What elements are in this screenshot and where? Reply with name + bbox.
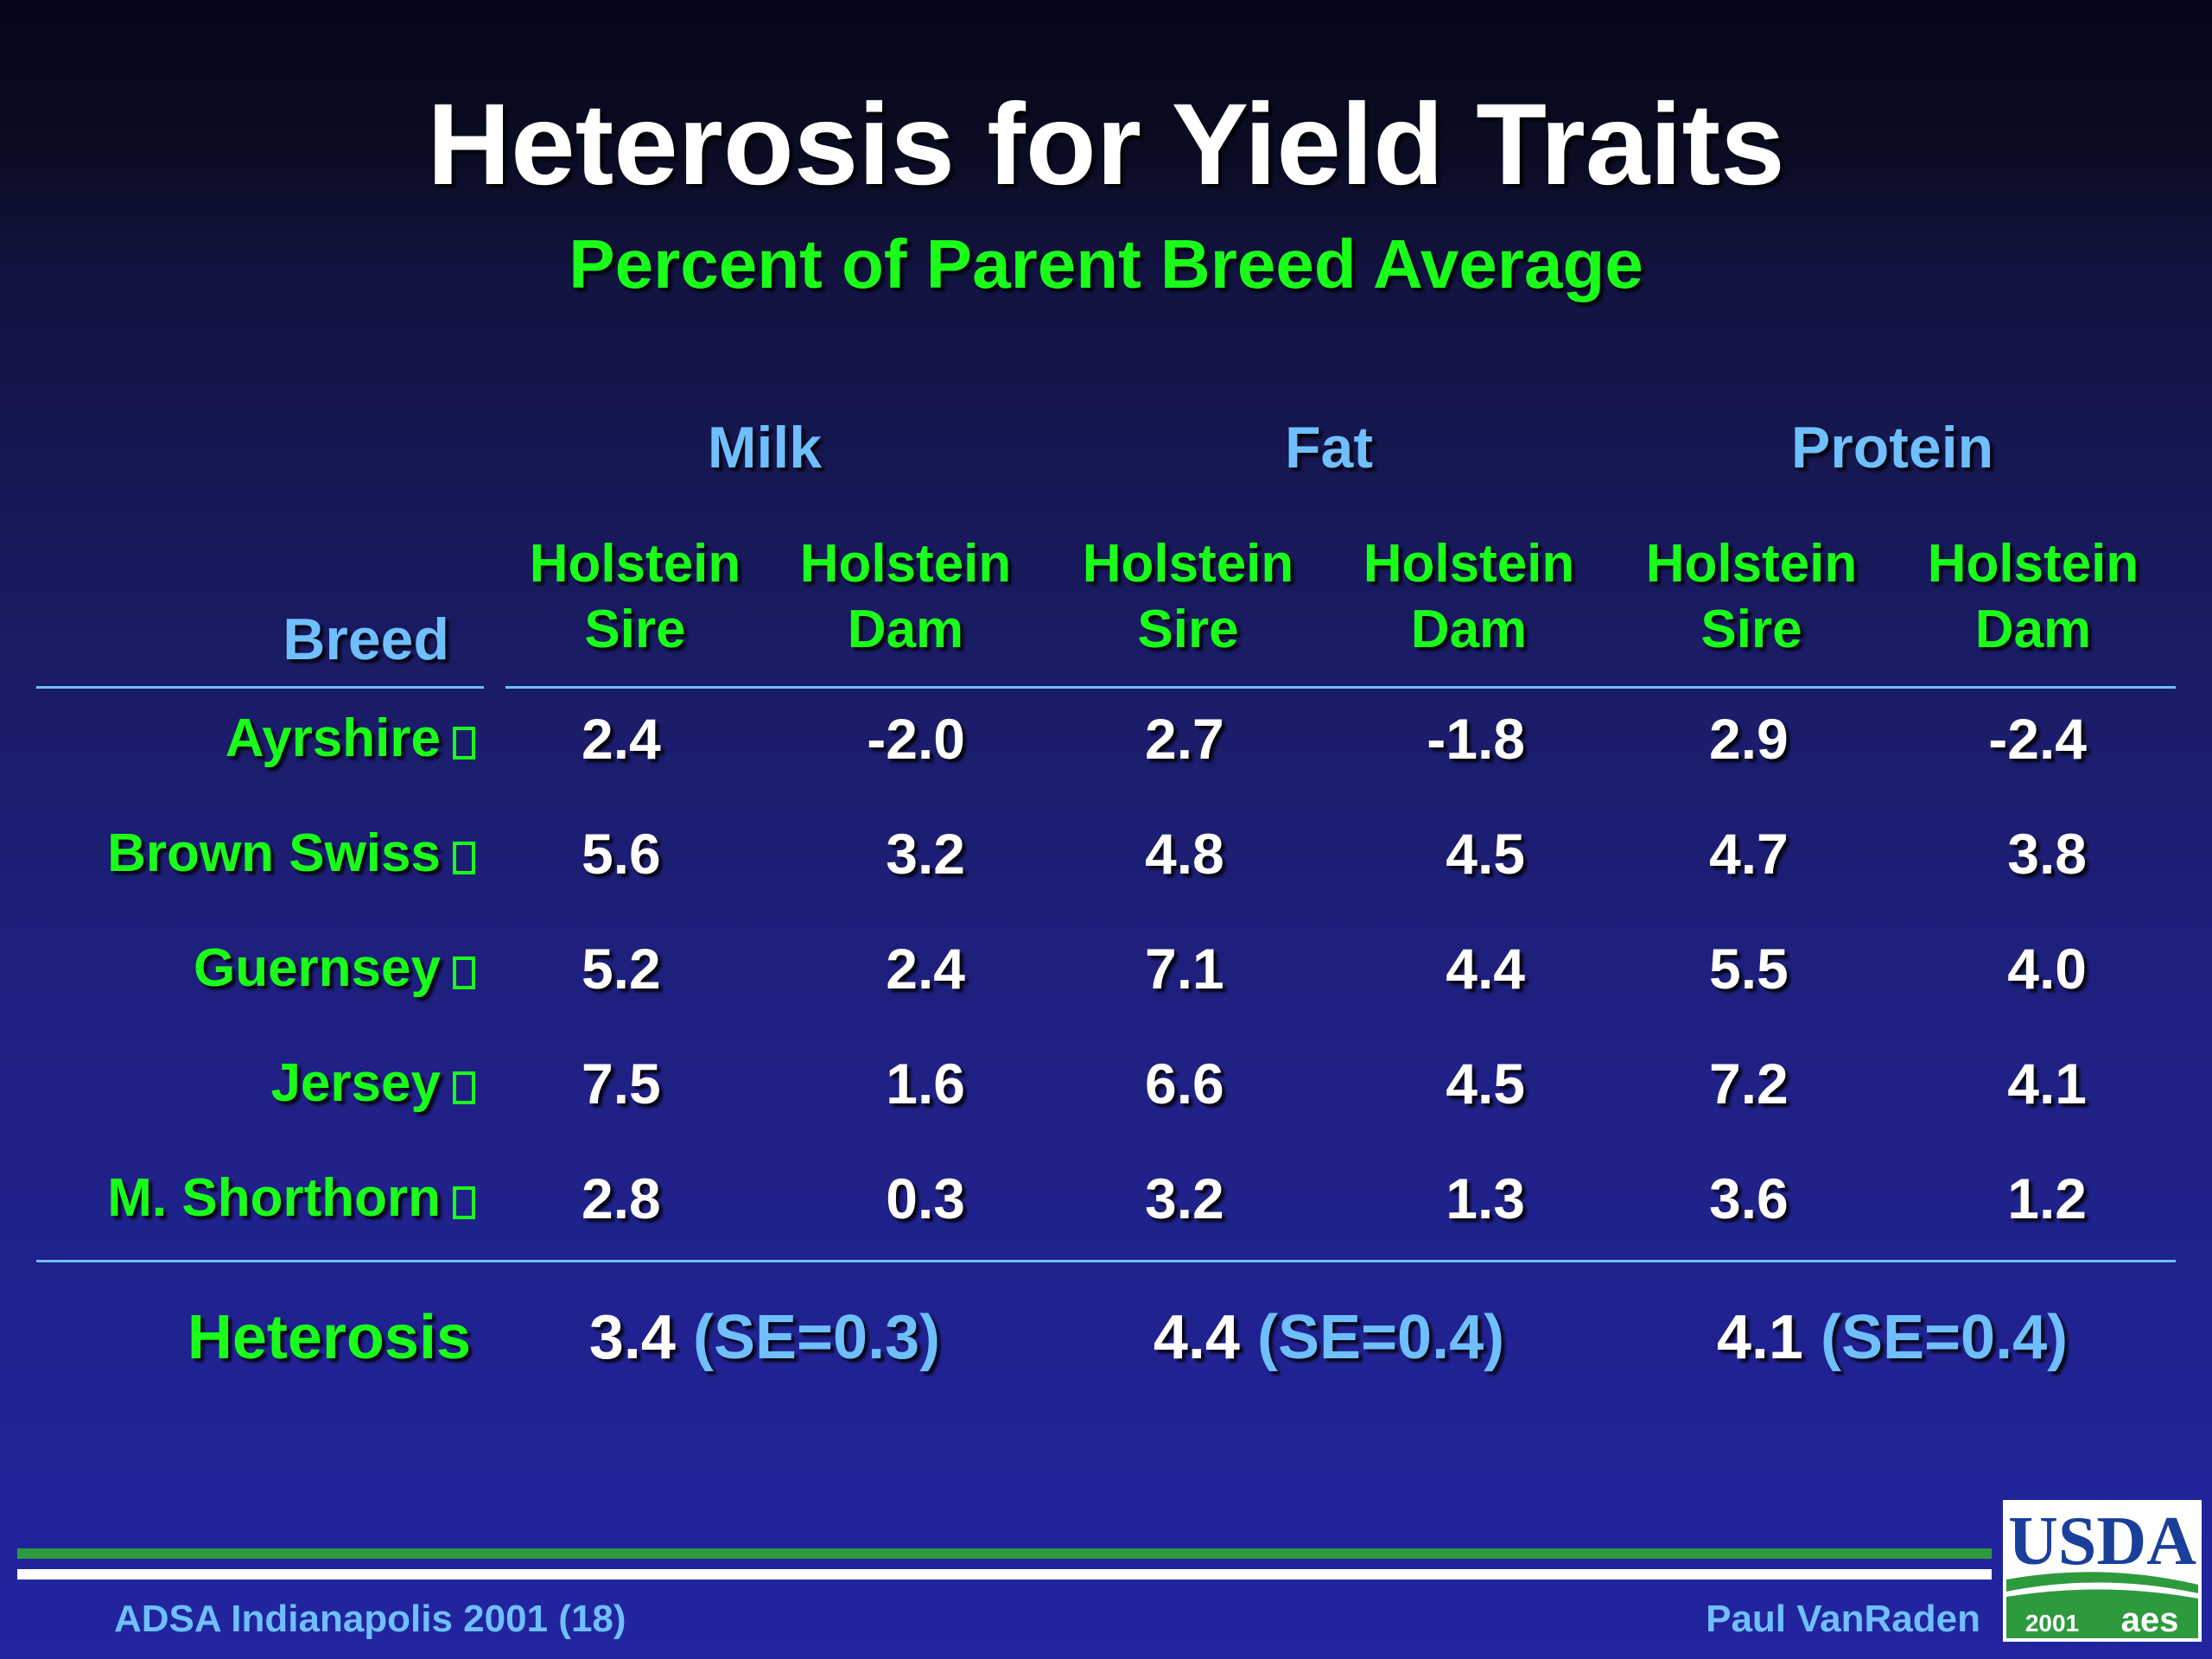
checkbox-glyph-icon [453, 1071, 475, 1104]
value-milk-sire: 2.8 [582, 1166, 661, 1230]
column-header-protein-dam: Holstein Dam [1927, 534, 2139, 659]
value-fat-dam: 1.3 [1446, 1166, 1525, 1230]
column-header-fat-sire: Holstein Sire [1082, 534, 1294, 659]
footer-author: Paul VanRaden [1706, 1598, 1980, 1640]
table-row: Ayrshire 2.4 -2.0 2.7 -1.8 2.9 -2.4 [0, 700, 2212, 778]
column-header-fat-dam: Holstein Dam [1363, 534, 1575, 659]
value-milk-sire: 5.6 [582, 822, 661, 886]
heterosis-protein: 4.1 (SE=0.4) [1716, 1303, 2069, 1372]
header-rule-right [505, 686, 2176, 689]
value-protein-dam: 4.0 [2007, 937, 2087, 1001]
usda-logo-icon: USDA 2001 aes [2006, 1503, 2198, 1639]
breed-label: M. Shorthorn [35, 1160, 475, 1237]
value-milk-dam: 0.3 [886, 1166, 965, 1230]
value-fat-sire: 4.8 [1145, 822, 1224, 886]
value-protein-sire: 4.7 [1709, 822, 1789, 886]
table-bottom-rule [36, 1260, 2176, 1262]
checkbox-glyph-icon [453, 727, 475, 760]
trait-header-fat: Fat [1285, 415, 1373, 480]
table-row: Guernsey 5.2 2.4 7.1 4.4 5.5 4.0 [0, 930, 2212, 1007]
header-rule-left [36, 686, 484, 689]
value-protein-dam: 3.8 [2007, 822, 2087, 886]
checkbox-glyph-icon [453, 1186, 475, 1219]
table-row: M. Shorthorn 2.8 0.3 3.2 1.3 3.6 1.2 [0, 1160, 2212, 1237]
value-protein-dam: 1.2 [2007, 1166, 2087, 1230]
breed-label: Jersey [35, 1045, 475, 1122]
value-milk-dam: -2.0 [867, 707, 965, 771]
column-header-milk-sire: Holstein Sire [529, 534, 741, 659]
footer-white-band [17, 1569, 1992, 1580]
value-fat-dam: 4.5 [1446, 822, 1525, 886]
breed-label: Guernsey [35, 930, 475, 1007]
value-protein-sire: 3.6 [1709, 1166, 1789, 1230]
checkbox-glyph-icon [453, 842, 475, 874]
value-protein-sire: 7.2 [1709, 1052, 1789, 1116]
column-header-protein-sire: Holstein Sire [1645, 534, 1858, 659]
value-protein-sire: 2.9 [1709, 707, 1789, 771]
value-protein-dam: 4.1 [2007, 1052, 2087, 1116]
slide-subtitle: Percent of Parent Breed Average [569, 226, 1643, 302]
value-fat-sire: 6.6 [1145, 1052, 1224, 1116]
heterosis-milk: 3.4 (SE=0.3) [588, 1303, 941, 1372]
value-fat-sire: 7.1 [1145, 937, 1224, 1001]
value-fat-dam: 4.5 [1446, 1052, 1525, 1116]
svg-text:2001: 2001 [2025, 1610, 2079, 1637]
heterosis-fat: 4.4 (SE=0.4) [1153, 1303, 1505, 1372]
usda-logo: USDA 2001 aes [2003, 1500, 2202, 1642]
checkbox-glyph-icon [453, 957, 475, 989]
table-row: Jersey 7.5 1.6 6.6 4.5 7.2 4.1 [0, 1045, 2212, 1122]
svg-text:aes: aes [2121, 1601, 2179, 1639]
value-milk-sire: 2.4 [582, 707, 661, 771]
column-header-milk-dam: Holstein Dam [799, 534, 1012, 659]
breed-column-header: Breed [283, 607, 449, 672]
value-milk-dam: 1.6 [886, 1052, 965, 1116]
value-milk-dam: 3.2 [886, 822, 965, 886]
value-milk-sire: 7.5 [582, 1052, 661, 1116]
value-fat-sire: 2.7 [1145, 707, 1224, 771]
value-protein-sire: 5.5 [1709, 937, 1789, 1001]
value-milk-sire: 5.2 [582, 937, 661, 1001]
breed-label: Ayrshire [35, 700, 475, 778]
breed-label: Brown Swiss [35, 815, 475, 893]
table-row: Brown Swiss 5.6 3.2 4.8 4.5 4.7 3.8 [0, 815, 2212, 893]
value-fat-dam: 4.4 [1446, 937, 1525, 1001]
value-fat-dam: -1.8 [1427, 707, 1525, 771]
value-fat-sire: 3.2 [1145, 1166, 1224, 1230]
trait-header-milk: Milk [707, 415, 823, 480]
footer-conference: ADSA Indianapolis 2001 (18) [114, 1598, 626, 1640]
trait-header-protein: Protein [1790, 415, 1994, 480]
value-protein-dam: -2.4 [1988, 707, 2087, 771]
footer-green-band [17, 1548, 1992, 1559]
svg-text:USDA: USDA [2008, 1503, 2196, 1580]
slide-title: Heterosis for Yield Traits [427, 80, 1785, 209]
heterosis-label: Heterosis [187, 1303, 471, 1372]
value-milk-dam: 2.4 [886, 937, 965, 1001]
